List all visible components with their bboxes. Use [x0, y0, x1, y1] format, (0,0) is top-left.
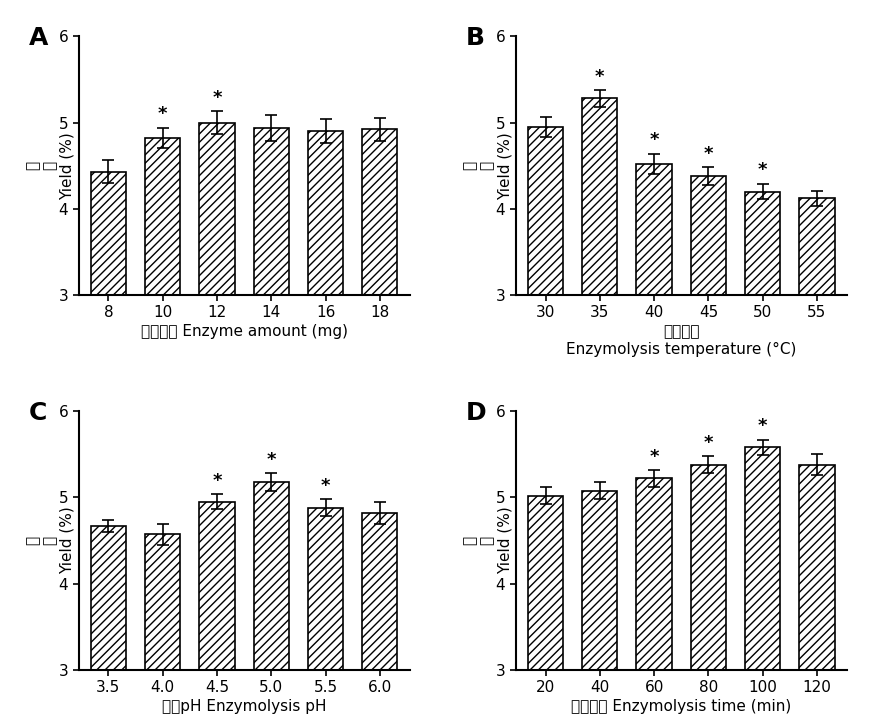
Bar [528, 127, 563, 553]
X-axis label: 酶添加量 Enzyme amount (mg): 酶添加量 Enzyme amount (mg) [141, 325, 347, 339]
Bar [362, 130, 397, 553]
Text: *: * [212, 89, 222, 107]
Bar [528, 496, 563, 728]
Bar [145, 138, 181, 553]
Y-axis label: 得
率
Yield (%): 得 率 Yield (%) [463, 507, 512, 574]
Bar [636, 164, 671, 553]
Text: *: * [650, 131, 659, 149]
Bar [636, 478, 671, 728]
Text: *: * [158, 106, 168, 124]
Y-axis label: 得
率
Yield (%): 得 率 Yield (%) [463, 132, 512, 199]
Bar [308, 507, 343, 728]
Bar [582, 98, 617, 553]
Bar [199, 502, 235, 728]
Text: C: C [29, 401, 47, 425]
Text: *: * [704, 434, 713, 452]
Bar [254, 127, 289, 553]
Text: *: * [758, 417, 767, 435]
X-axis label: 酵解时间 Enzymolysis time (min): 酵解时间 Enzymolysis time (min) [571, 700, 791, 714]
Text: B: B [466, 26, 485, 50]
Bar [691, 464, 726, 728]
X-axis label: 酵解温度
Enzymolysis temperature (°C): 酵解温度 Enzymolysis temperature (°C) [566, 325, 796, 357]
Text: *: * [212, 472, 222, 490]
Bar [308, 131, 343, 553]
Bar [691, 176, 726, 553]
Bar [91, 172, 126, 553]
Text: *: * [704, 145, 713, 163]
Text: *: * [320, 477, 330, 495]
Bar [745, 448, 780, 728]
Bar [582, 491, 617, 728]
Y-axis label: 得
率
Yield (%): 得 率 Yield (%) [25, 132, 75, 199]
Bar [145, 534, 181, 728]
Bar [745, 191, 780, 553]
Bar [199, 122, 235, 553]
Text: D: D [466, 401, 486, 425]
Bar [800, 199, 835, 553]
X-axis label: 酵解pH Enzymolysis pH: 酵解pH Enzymolysis pH [162, 700, 327, 714]
Text: *: * [758, 162, 767, 179]
Bar [800, 464, 835, 728]
Bar [91, 526, 126, 728]
Text: A: A [29, 26, 48, 50]
Text: *: * [650, 448, 659, 465]
Text: *: * [595, 68, 605, 85]
Text: *: * [266, 451, 276, 469]
Y-axis label: 得
率
Yield (%): 得 率 Yield (%) [25, 507, 75, 574]
Bar [362, 513, 397, 728]
Bar [254, 482, 289, 728]
